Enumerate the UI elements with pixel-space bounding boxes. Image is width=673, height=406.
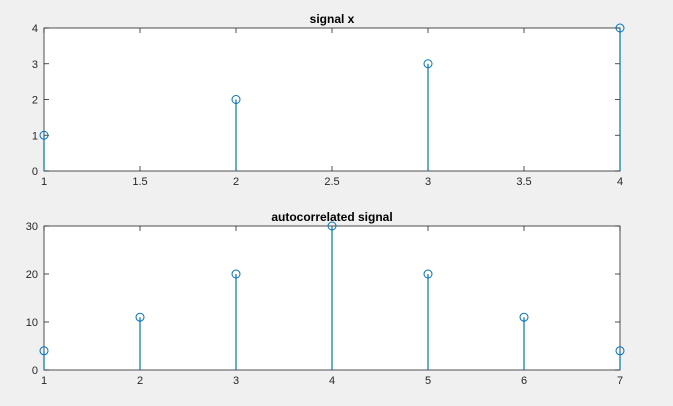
stem-marker (615, 23, 625, 33)
x-tick-label: 1 (41, 375, 47, 387)
y-tick-label: 0 (32, 365, 38, 377)
y-tick-label: 20 (26, 269, 38, 281)
y-tick-label: 30 (26, 221, 38, 233)
stem-marker (135, 312, 145, 322)
x-tick-label: 2 (233, 176, 239, 188)
stem-marker (519, 312, 529, 322)
y-tick-label: 3 (32, 59, 38, 71)
x-tick-label: 6 (521, 375, 527, 387)
stem-marker (39, 346, 49, 356)
x-tick-label: 2 (137, 375, 143, 387)
x-tick-label: 2.5 (324, 176, 339, 188)
chart-title: signal x (310, 12, 355, 26)
x-tick-label: 3.5 (516, 176, 531, 188)
y-tick-label: 10 (26, 317, 38, 329)
stem-marker (423, 59, 433, 69)
x-tick-label: 1.5 (132, 176, 147, 188)
stem-marker (327, 221, 337, 231)
chart-title: autocorrelated signal (271, 210, 392, 224)
x-tick-label: 7 (617, 375, 623, 387)
y-tick-label: 0 (32, 166, 38, 178)
x-tick-label: 3 (425, 176, 431, 188)
x-tick-label: 3 (233, 375, 239, 387)
y-tick-label: 4 (32, 23, 38, 35)
stem-marker (231, 269, 241, 279)
stem-marker (39, 130, 49, 140)
plot-area (43, 27, 621, 172)
x-tick-label: 5 (425, 375, 431, 387)
x-tick-label: 4 (617, 176, 623, 188)
y-tick-label: 1 (32, 130, 38, 142)
x-tick-label: 1 (41, 176, 47, 188)
subplot-2: autocorrelated signal 1 2 3 4 5 6 7 0 10 20 30 (26, 210, 625, 387)
y-tick-label: 2 (32, 95, 38, 107)
stem-marker (615, 346, 625, 356)
stem-marker (231, 95, 241, 104)
stem-marker (423, 269, 433, 279)
x-tick-label: 4 (329, 375, 335, 387)
